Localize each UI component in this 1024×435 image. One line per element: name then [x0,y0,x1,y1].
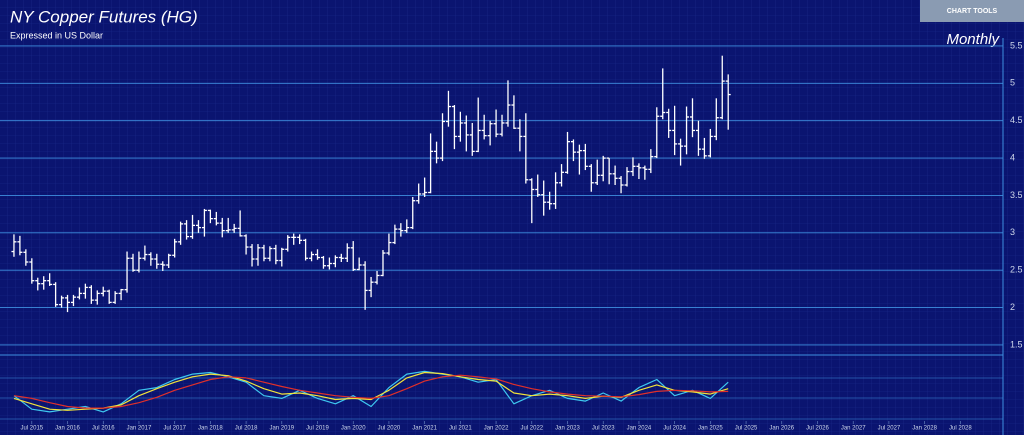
x-tick-label: Jul 2020 [378,426,401,432]
x-tick-label: Jan 2026 [769,426,794,432]
x-tick-label: Jan 2020 [341,426,366,432]
chart-subtitle: Expressed in US Dollar [10,30,103,40]
interval-label: Monthly [946,31,1000,48]
x-tick-label: Jul 2017 [163,426,186,432]
x-tick-label: Jan 2023 [555,426,580,432]
x-tick-label: Jul 2024 [663,426,686,432]
y-tick-label: 5 [1010,78,1015,88]
chart-title: NY Copper Futures (HG) [10,7,198,26]
x-tick-label: Jan 2019 [269,426,294,432]
x-tick-label: Jul 2021 [449,426,472,432]
x-tick-label: Jan 2021 [412,426,437,432]
indicator-line [13,370,729,413]
y-tick-label: 4.5 [1010,115,1023,125]
y-tick-label: 1.5 [1010,339,1023,349]
x-tick-label: Jan 2024 [627,426,652,432]
y-tick-label: 2.5 [1010,265,1023,275]
x-tick-label: Jul 2026 [806,426,829,432]
x-tick-label: Jul 2019 [306,426,329,432]
y-tick-label: 4 [1010,152,1015,162]
x-tick-label: Jan 2022 [484,426,509,432]
x-tick-label: Jul 2027 [878,426,901,432]
x-tick-label: Jan 2025 [698,426,723,432]
x-tick-label: Jan 2028 [912,426,937,432]
y-tick-label: 3.5 [1010,190,1023,200]
x-tick-label: Jul 2028 [949,426,972,432]
indicator-line [13,374,729,409]
x-tick-label: Jul 2018 [235,426,258,432]
x-tick-label: Jul 2016 [92,426,115,432]
y-tick-label: 3 [1010,227,1015,237]
y-tick-label: 2 [1010,302,1015,312]
y-tick-label: 5.5 [1010,40,1023,50]
x-tick-label: Jul 2015 [20,426,43,432]
x-tick-label: Jan 2018 [198,426,223,432]
x-tick-label: Jan 2016 [55,426,80,432]
chart-tools-button[interactable] [920,0,1024,22]
chart-tools-label[interactable]: CHART TOOLS [947,8,998,15]
x-tick-label: Jul 2022 [520,426,543,432]
x-tick-label: Jan 2017 [127,426,152,432]
x-tick-label: Jul 2023 [592,426,615,432]
x-tick-label: Jul 2025 [735,426,758,432]
x-tick-label: Jan 2027 [841,426,866,432]
